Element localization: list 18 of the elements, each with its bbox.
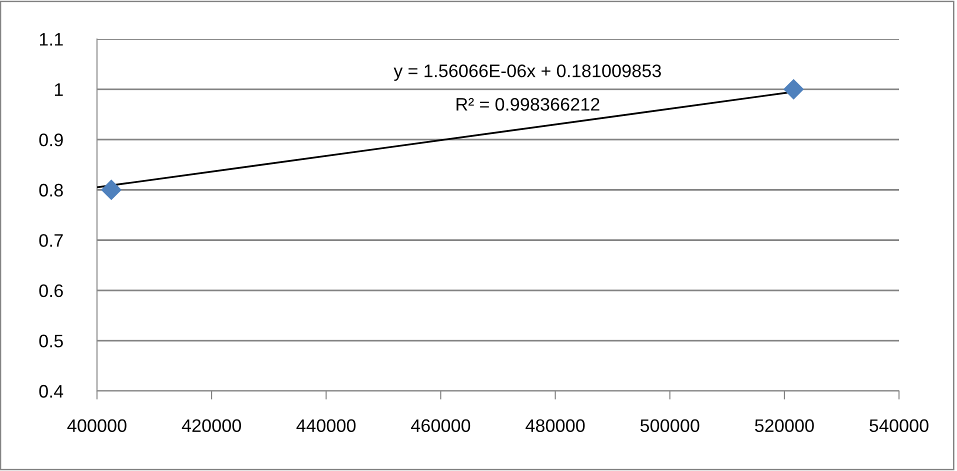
x-tick-label: 500000 bbox=[640, 419, 700, 432]
x-tick-label: 480000 bbox=[526, 419, 585, 432]
x-tick-label: 440000 bbox=[296, 419, 356, 432]
y-tick-label: 0.9 bbox=[39, 134, 63, 146]
y-tick-label: 1 bbox=[55, 83, 63, 96]
y-tick-label: 0.8 bbox=[39, 184, 63, 197]
annotation: y = 1.56066E-06x + 0.181009853 bbox=[394, 64, 661, 81]
y-tick-label: 0.6 bbox=[39, 284, 63, 298]
x-tick-label: 400000 bbox=[67, 419, 126, 432]
x-tick-label: 460000 bbox=[411, 419, 470, 432]
y-tick-label: 0.5 bbox=[39, 334, 63, 348]
y-tick-label: 0.4 bbox=[39, 384, 64, 398]
annotation: R² = 0.998366212 bbox=[456, 98, 600, 111]
x-tick-label: 420000 bbox=[182, 419, 241, 432]
x-tick-label: 540000 bbox=[870, 419, 928, 432]
y-tick-label: 0.7 bbox=[39, 234, 63, 247]
x-tick-label: 520000 bbox=[755, 419, 814, 432]
y-tick-label: 1.1 bbox=[40, 33, 63, 46]
